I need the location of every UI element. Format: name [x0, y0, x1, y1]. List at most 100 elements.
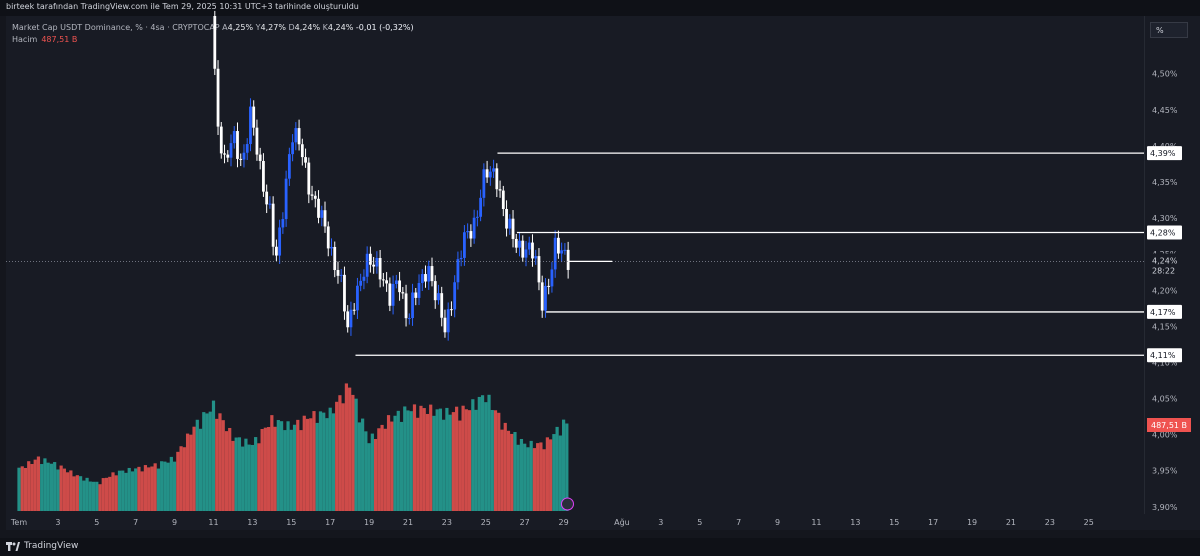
candle-body	[262, 160, 265, 192]
candle-body	[475, 216, 479, 218]
top-bar: birteek tarafından TradingView.com ile T…	[0, 0, 1200, 16]
candle-body	[249, 106, 252, 145]
volume-bar	[555, 426, 559, 511]
candle-body	[427, 266, 431, 282]
volume-bar	[448, 414, 452, 511]
volume-bar	[506, 430, 511, 511]
volume-bar	[390, 421, 394, 511]
candle-body	[219, 126, 223, 154]
candle-body	[424, 274, 427, 282]
candle-body	[550, 269, 554, 287]
volume-bar	[493, 410, 498, 511]
volume-bar	[257, 443, 261, 511]
volume-bar	[66, 472, 70, 511]
volume-bar	[367, 443, 371, 511]
candle-body	[518, 240, 521, 248]
volume-bar	[383, 428, 387, 511]
volume-bar	[480, 395, 485, 511]
candle-body	[352, 309, 356, 311]
x-tick-label: 7	[133, 518, 138, 527]
volume-bar	[182, 447, 186, 511]
candle-body	[443, 317, 447, 333]
candle-body	[226, 154, 230, 158]
candle-body	[459, 257, 463, 260]
low-label: D	[288, 23, 295, 32]
y-tick-label: 4,45%	[1152, 106, 1178, 115]
candle-body	[469, 231, 473, 239]
volume-bar	[399, 421, 404, 511]
x-tick-label: 23	[1045, 518, 1055, 527]
candle-body	[365, 253, 369, 277]
candle-body	[466, 231, 470, 233]
bar-countdown: 28:22	[1152, 266, 1175, 275]
volume-bar	[150, 466, 154, 511]
candle-body	[463, 232, 466, 258]
volume-bar	[318, 411, 323, 511]
y-tick-label: 3,95%	[1152, 467, 1178, 476]
volume-bar	[195, 419, 199, 511]
level-label: 4,39%	[1150, 149, 1176, 158]
volume-bar	[565, 423, 569, 511]
candle-body	[284, 178, 288, 220]
candle-body	[232, 131, 236, 144]
candle-body	[336, 270, 340, 276]
volume-value: 487,51 B	[41, 35, 78, 44]
x-tick-label: 3	[658, 518, 663, 527]
candle-body	[281, 219, 285, 228]
candle-body	[317, 198, 320, 218]
volume-bar	[228, 427, 232, 511]
brand-logo[interactable]: TradingView	[6, 541, 78, 551]
candle-body	[479, 197, 483, 217]
volume-bar	[396, 410, 400, 511]
candle-body	[417, 283, 421, 298]
volume-bar	[526, 447, 530, 511]
volume-bar	[211, 400, 216, 511]
y-tick-label: 4,50%	[1152, 70, 1178, 79]
volume-bar	[27, 461, 31, 511]
candle-body	[245, 144, 249, 153]
candle-body	[362, 276, 366, 281]
candle-body	[271, 203, 275, 247]
volume-bar	[458, 420, 462, 511]
volume-bar	[348, 387, 352, 511]
x-tick-label: 5	[94, 518, 99, 527]
volume-bar	[198, 428, 203, 511]
percent-scale-button[interactable]: %	[1150, 22, 1188, 38]
volume-bar	[231, 440, 235, 511]
candle-body	[287, 154, 291, 179]
candle-body	[333, 246, 337, 271]
volume-bar	[153, 463, 157, 511]
symbol-legend[interactable]: Market Cap USDT Dominance, % · 4sa · CRY…	[12, 23, 414, 32]
x-tick-label: 9	[172, 518, 177, 527]
candle-body	[381, 279, 385, 281]
volume-bar	[562, 419, 566, 511]
volume-bar	[552, 434, 556, 511]
volume-bar	[490, 410, 494, 511]
candle-body	[527, 242, 531, 250]
candle-body	[531, 242, 534, 259]
volume-bar	[373, 439, 378, 511]
volume-bar	[370, 433, 374, 511]
chart-pane[interactable]	[6, 16, 1144, 514]
volume-bar	[62, 468, 66, 511]
volume-bar	[545, 437, 549, 511]
volume-bar	[36, 456, 41, 511]
volume-bar	[127, 467, 131, 511]
x-tick-label: 29	[559, 518, 569, 527]
volume-bar	[185, 433, 190, 511]
candle-body	[291, 142, 294, 155]
volume-bar	[445, 407, 449, 511]
volume-legend[interactable]: Hacim 487,51 B	[12, 35, 77, 44]
volume-bar	[477, 396, 481, 511]
level-label: 4,17%	[1150, 308, 1176, 317]
x-tick-label: 17	[928, 518, 938, 527]
candle-body	[563, 249, 567, 251]
volume-bar	[432, 415, 436, 511]
candle-body	[482, 169, 486, 198]
volume-bar	[33, 459, 37, 511]
volume-bar	[292, 424, 297, 511]
volume-bar	[536, 443, 540, 511]
time-scale[interactable]	[6, 514, 1200, 530]
volume-bar	[471, 399, 475, 511]
volume-bar	[78, 476, 83, 511]
